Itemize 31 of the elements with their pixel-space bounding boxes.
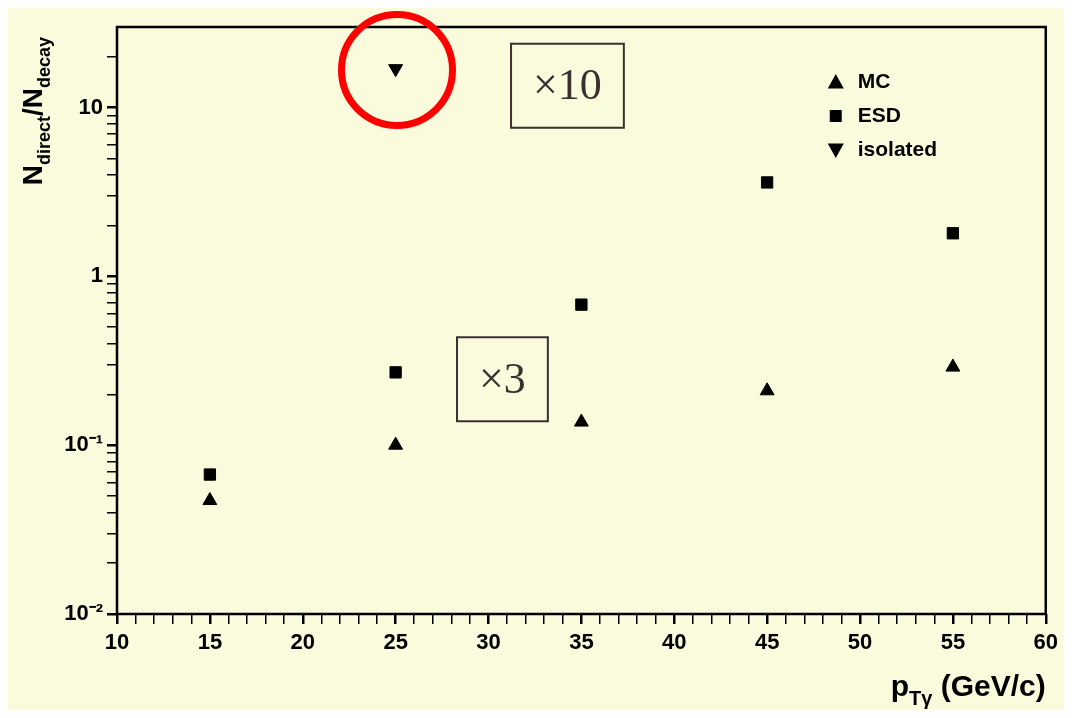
x-tick-label: 35: [569, 629, 594, 655]
point: [575, 298, 588, 311]
x-tick-label: 50: [847, 629, 873, 655]
annotation: ×10: [533, 60, 602, 110]
y-tick-label: 10⁻²: [64, 600, 103, 626]
x-tick-label: 10: [104, 629, 130, 655]
x-tick-label: 55: [940, 629, 966, 655]
point: [573, 413, 589, 427]
x-tick-label: 15: [197, 629, 223, 655]
point: [946, 227, 960, 240]
point: [388, 64, 404, 78]
x-tick-label: 45: [754, 629, 780, 655]
point: [760, 176, 774, 189]
legend-label: ESD: [857, 102, 901, 126]
x-tick-label: 30: [476, 629, 501, 655]
y-tick-label: 1: [90, 262, 103, 288]
y-tick-label: 10⁻¹: [64, 431, 103, 457]
point: [945, 358, 961, 372]
x-tick-label: 25: [383, 629, 408, 655]
point: [389, 366, 402, 379]
point: [759, 382, 775, 396]
point: [388, 436, 404, 450]
annotation: ×3: [479, 353, 526, 403]
y-tick-label: 10: [78, 93, 103, 119]
x-tick-label: 60: [1033, 629, 1059, 655]
x-tick-label: 40: [662, 629, 687, 655]
legend-label: MC: [857, 68, 891, 92]
point: [202, 492, 218, 506]
y-axis-title: Ndirect/Ndecay: [17, 36, 55, 186]
x-tick-label: 20: [290, 629, 315, 655]
legend-label: isolated: [857, 136, 938, 160]
